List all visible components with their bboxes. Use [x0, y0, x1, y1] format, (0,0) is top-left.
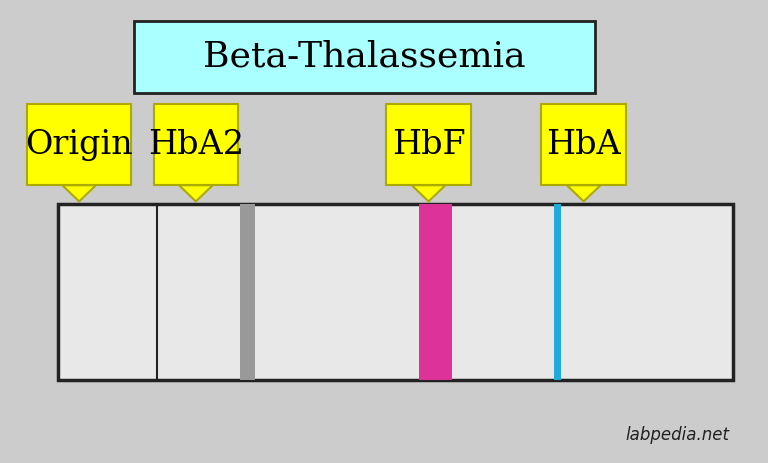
- Text: labpedia.net: labpedia.net: [626, 426, 730, 444]
- FancyBboxPatch shape: [27, 104, 131, 185]
- FancyBboxPatch shape: [154, 104, 238, 185]
- FancyBboxPatch shape: [554, 204, 561, 380]
- Text: HbF: HbF: [392, 129, 465, 161]
- Polygon shape: [62, 185, 96, 201]
- Polygon shape: [412, 185, 445, 201]
- FancyBboxPatch shape: [541, 104, 626, 185]
- Text: HbA: HbA: [546, 129, 621, 161]
- FancyBboxPatch shape: [386, 104, 471, 185]
- FancyBboxPatch shape: [419, 204, 452, 380]
- FancyBboxPatch shape: [240, 204, 255, 380]
- FancyBboxPatch shape: [58, 204, 733, 380]
- Polygon shape: [179, 185, 213, 201]
- Text: Origin: Origin: [25, 129, 133, 161]
- Text: Beta-Thalassemia: Beta-Thalassemia: [204, 40, 526, 74]
- FancyBboxPatch shape: [134, 21, 595, 93]
- Polygon shape: [567, 185, 601, 201]
- Text: HbA2: HbA2: [147, 129, 244, 161]
